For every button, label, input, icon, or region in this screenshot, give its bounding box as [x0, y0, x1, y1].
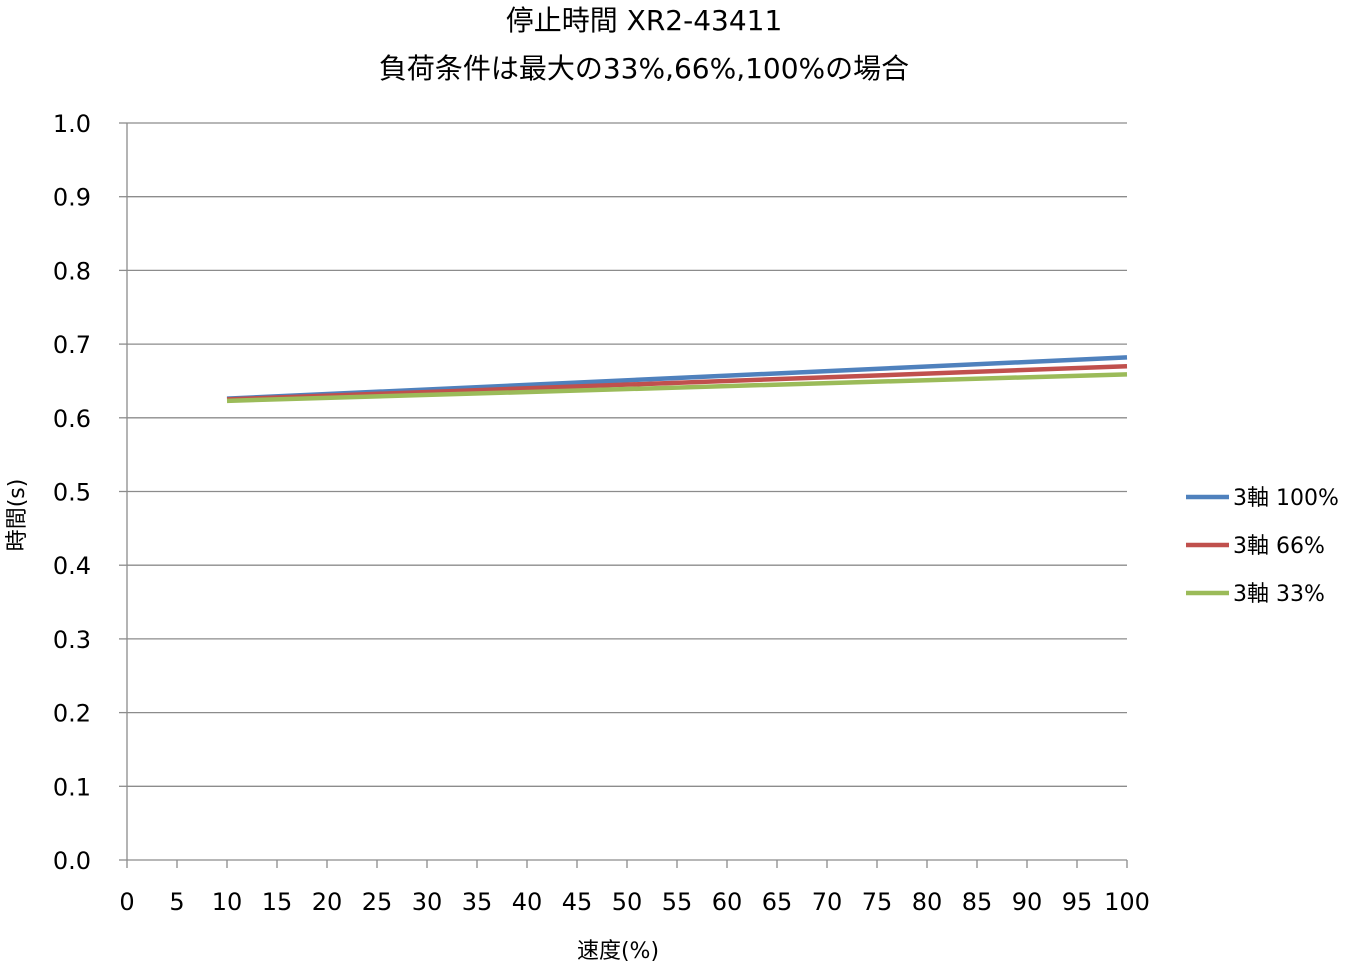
y-tick-label: 0.7: [53, 331, 91, 359]
legend-label-1: 3軸 100%: [1233, 486, 1339, 511]
y-axis-label: 時間(s): [5, 479, 30, 552]
series-line-3: [226, 372, 1128, 404]
legend-label-2: 3軸 66%: [1233, 534, 1325, 559]
x-tick-labels: 0 5 10 15 20 25 30 35 40 45 50 55 60 65 70 75 80 85 90 95 10…: [119, 888, 1150, 916]
y-tick-label: 0.3: [53, 626, 91, 654]
chart-title-line-1: 停止時間 XR2-43411: [506, 4, 783, 37]
x-tick-label: 35: [462, 888, 493, 916]
y-tick-label: 1.0: [53, 110, 91, 138]
y-tick-label: 0.1: [53, 773, 91, 801]
x-tick-label: 75: [862, 888, 893, 916]
x-tick-label: 25: [362, 888, 393, 916]
x-tick-label: 60: [712, 888, 743, 916]
legend-label-3: 3軸 33%: [1233, 582, 1325, 607]
x-tick-label: 65: [762, 888, 793, 916]
x-tick-label: 20: [312, 888, 343, 916]
series-line-2: [226, 363, 1128, 402]
x-tick-label: 10: [212, 888, 243, 916]
x-tick-label: 85: [962, 888, 993, 916]
axes: [119, 122, 1128, 868]
x-axis-label: 速度(%): [577, 939, 659, 964]
legend: 3軸 100% 3軸 66% 3軸 33%: [1186, 486, 1339, 607]
chart-title-line-2: 負荷条件は最大の33%,66%,100%の場合: [379, 52, 909, 85]
y-tick-label: 0.5: [53, 479, 91, 507]
x-tick-label: 80: [912, 888, 943, 916]
x-tick-label: 95: [1062, 888, 1093, 916]
x-tick-label: 15: [262, 888, 293, 916]
series-lines: [226, 355, 1128, 404]
x-tick-label: 50: [612, 888, 643, 916]
y-tick-label: 0.6: [53, 405, 91, 433]
y-tick-label: 0.0: [53, 847, 91, 875]
x-tick-label: 5: [169, 888, 184, 916]
y-tick-label: 0.9: [53, 184, 91, 212]
x-tick-label: 40: [512, 888, 543, 916]
y-tick-label: 0.8: [53, 257, 91, 285]
x-tick-label: 100: [1104, 888, 1150, 916]
x-tick-label: 55: [662, 888, 693, 916]
x-tick-label: 45: [562, 888, 593, 916]
y-tick-labels: 0.0 0.1 0.2 0.3 0.4 0.5 0.6 0.7 0.8 0.9 1.0: [53, 110, 91, 875]
x-tick-label: 70: [812, 888, 843, 916]
x-tick-label: 0: [119, 888, 134, 916]
x-tick-label: 30: [412, 888, 443, 916]
gridlines: [127, 122, 1127, 787]
x-tick-label: 90: [1012, 888, 1043, 916]
y-tick-label: 0.4: [53, 552, 91, 580]
y-tick-label: 0.2: [53, 700, 91, 728]
